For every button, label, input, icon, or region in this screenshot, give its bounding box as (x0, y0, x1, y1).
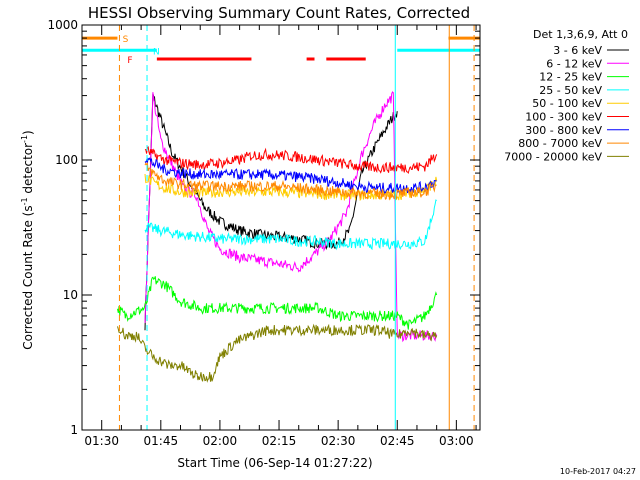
legend-label-2: 12 - 25 keV (539, 71, 602, 84)
footer-date: 10-Feb-2017 04:27 (560, 467, 636, 476)
x-axis-label: Start Time (06-Sep-14 01:27:22) (177, 456, 372, 470)
legend-label-4: 50 - 100 keV (532, 97, 602, 110)
y-axis-label: Corrected Count Rate (s-1 detector-1) (20, 130, 35, 349)
series-line-0 (144, 93, 398, 331)
legend-label-6: 300 - 800 keV (525, 124, 602, 137)
x-tick-label-0: 01:30 (84, 434, 119, 448)
y-tick-label-0: 1 (70, 423, 78, 437)
legend-label-1: 6 - 12 keV (546, 57, 602, 70)
x-tick-label-3: 02:15 (262, 434, 297, 448)
y-tick-label-1: 10 (63, 288, 78, 302)
state-label-n: N (153, 47, 160, 57)
series-line-8 (117, 323, 438, 383)
series-line-1 (144, 91, 438, 343)
series-line-7 (144, 162, 437, 201)
x-tick-label-1: 01:45 (144, 434, 179, 448)
legend-label-8: 7000 - 20000 keV (504, 150, 602, 163)
y-tick-label-3: 1000 (47, 18, 78, 32)
x-tick-label-2: 02:00 (203, 434, 238, 448)
legend-label-5: 100 - 300 keV (525, 111, 602, 124)
x-tick-label-6: 03:00 (439, 434, 474, 448)
state-label-f: F (127, 56, 132, 66)
x-tick-label-5: 02:45 (380, 434, 415, 448)
state-label-s: S (123, 35, 129, 45)
chart-title: HESSI Observing Summary Count Rates, Cor… (88, 4, 470, 22)
axes: 01:30 01:45 02:00 02:15 02:30 02:45 03:00 1 10 10… (47, 18, 480, 448)
legend-header: Det 1,3,6,9, Att 0 (533, 28, 628, 41)
series-line-6 (144, 157, 437, 195)
series-line-3 (144, 199, 437, 251)
series-layer (117, 91, 438, 383)
legend-label-3: 25 - 50 keV (539, 84, 602, 97)
plot-frame (81, 24, 481, 431)
legend-label-0: 3 - 6 keV (553, 44, 602, 57)
series-line-5 (144, 146, 438, 174)
legend-label-7: 800 - 7000 keV (518, 137, 602, 150)
state-bars: S N F (82, 35, 480, 66)
x-tick-label-4: 02:30 (321, 434, 356, 448)
series-line-2 (117, 276, 438, 330)
vertical-markers (118, 25, 475, 430)
y-tick-label-2: 100 (55, 153, 78, 167)
